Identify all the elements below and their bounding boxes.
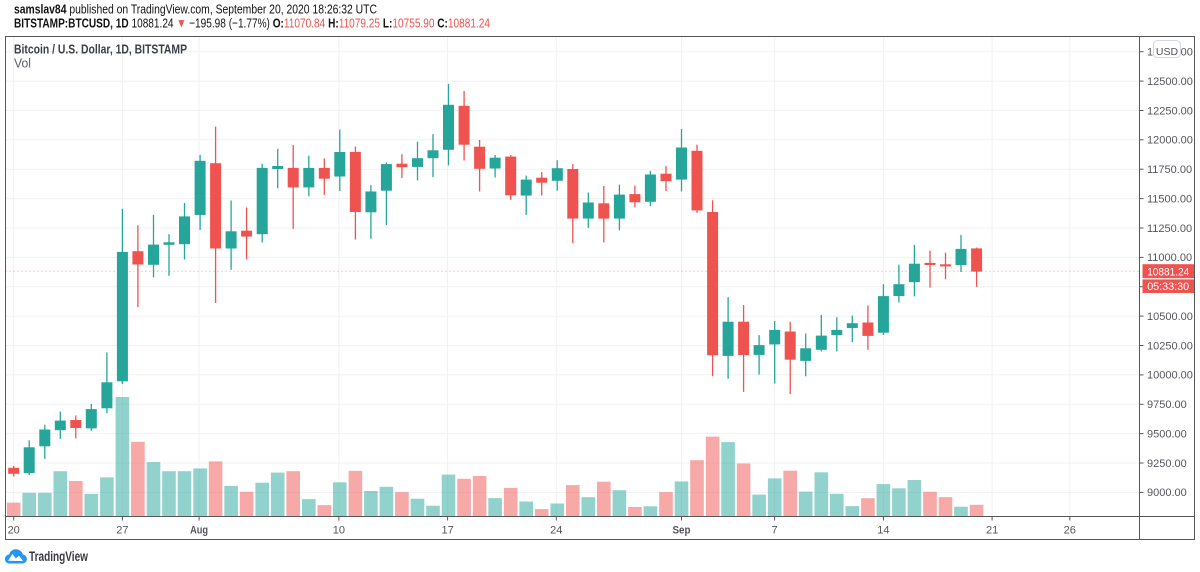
svg-text:9250.00: 9250.00	[1147, 458, 1187, 470]
svg-text:9500.00: 9500.00	[1147, 428, 1187, 440]
svg-text:12500.00: 12500.00	[1147, 76, 1193, 88]
svg-text:27: 27	[116, 525, 128, 537]
svg-text:Sep: Sep	[673, 525, 691, 537]
svg-text:11750.00: 11750.00	[1147, 164, 1192, 176]
svg-text:11500.00: 11500.00	[1147, 193, 1192, 205]
svg-text:26: 26	[1064, 525, 1076, 537]
svg-text:20: 20	[8, 525, 20, 537]
svg-text:Vol: Vol	[14, 57, 31, 71]
svg-text:9750.00: 9750.00	[1147, 399, 1187, 411]
svg-text:samslav84 published on Trading: samslav84 published on TradingView.com, …	[14, 2, 377, 17]
svg-text:14: 14	[877, 525, 889, 537]
svg-text:BITSTAMP:BTCUSD, 1D 10881.24: BITSTAMP:BTCUSD, 1D 10881.24 ▼ −195.98 (…	[14, 16, 490, 31]
svg-text:17: 17	[441, 525, 453, 537]
svg-text:11250.00: 11250.00	[1147, 223, 1192, 235]
svg-text:Aug: Aug	[190, 525, 208, 537]
svg-text:10500.00: 10500.00	[1147, 311, 1193, 323]
svg-text:11000.00: 11000.00	[1147, 252, 1192, 264]
svg-text:10000.00: 10000.00	[1147, 370, 1193, 382]
svg-text:10: 10	[333, 525, 345, 537]
svg-text:12000.00: 12000.00	[1147, 135, 1193, 147]
svg-text:21: 21	[986, 525, 998, 537]
svg-text:7: 7	[772, 525, 778, 537]
svg-text:Bitcoin / U.S. Dollar, 1D, BIT: Bitcoin / U.S. Dollar, 1D, BITSTAMP	[14, 42, 187, 57]
svg-text:USD: USD	[1156, 46, 1179, 58]
svg-text:05:33:30: 05:33:30	[1147, 281, 1189, 293]
svg-text:TradingView: TradingView	[29, 549, 88, 564]
svg-text:24: 24	[550, 525, 562, 537]
svg-text:10881.24: 10881.24	[1147, 266, 1189, 278]
svg-text:12250.00: 12250.00	[1147, 105, 1193, 117]
svg-text:10250.00: 10250.00	[1147, 340, 1193, 352]
svg-text:9000.00: 9000.00	[1147, 487, 1187, 499]
